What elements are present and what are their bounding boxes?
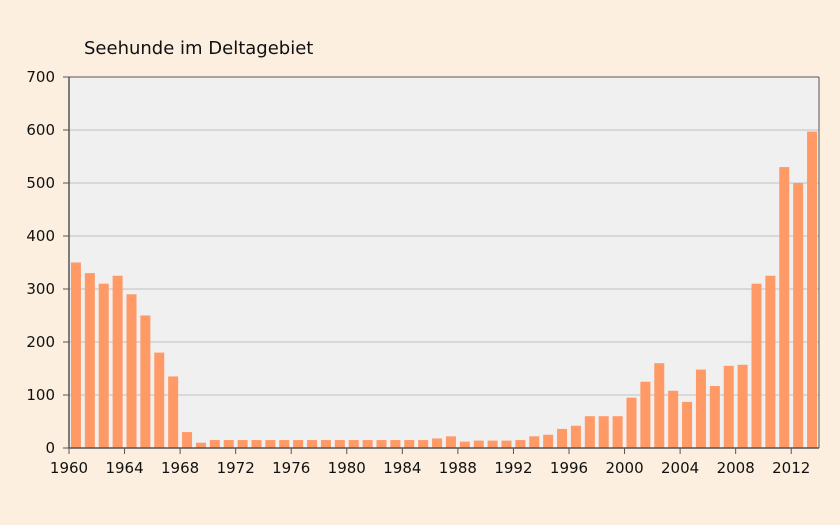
bar-1968 (182, 432, 193, 448)
x-tick-label: 1976 (272, 459, 310, 477)
x-tick-label: 1968 (161, 459, 199, 477)
y-tick-label: 200 (26, 333, 55, 351)
bar-1999 (612, 416, 623, 448)
bar-2004 (682, 401, 693, 448)
bar-1974 (265, 440, 276, 448)
bar-2009 (751, 283, 762, 448)
y-tick-label: 600 (26, 121, 55, 139)
bar-1979 (334, 440, 345, 448)
bar-2010 (765, 275, 776, 448)
bar-1989 (473, 440, 484, 448)
bar-1997 (584, 416, 595, 448)
bar-1987 (445, 436, 456, 448)
bar-1965 (140, 315, 151, 448)
bar-1969 (195, 442, 206, 448)
plot-area (69, 77, 819, 448)
x-tick-label: 1960 (50, 459, 88, 477)
y-tick-label: 100 (26, 386, 55, 404)
bar-2007 (723, 365, 734, 448)
x-tick-label: 1984 (383, 459, 421, 477)
bar-2001 (640, 381, 651, 448)
bar-1972 (237, 440, 248, 448)
bar-2011 (779, 167, 790, 448)
x-tick-label: 1972 (217, 459, 255, 477)
x-tick-label: 2000 (605, 459, 643, 477)
bar-1961 (84, 273, 95, 448)
axes (68, 76, 820, 449)
bar-1973 (251, 440, 262, 448)
bar-1963 (112, 275, 123, 448)
bar-1960 (70, 262, 81, 448)
bar-1967 (168, 376, 179, 448)
bars (70, 131, 818, 448)
y-tick-label: 300 (26, 280, 55, 298)
bar-1981 (362, 440, 373, 448)
chart-title: Seehunde im Deltagebiet (84, 38, 313, 59)
bar-1978 (320, 440, 331, 448)
x-tick-label: 1980 (328, 459, 366, 477)
x-tick-label: 1988 (439, 459, 477, 477)
bar-1970 (209, 440, 220, 448)
y-tick-label: 400 (26, 227, 55, 245)
bar-2012 (793, 183, 804, 448)
bar-1998 (598, 416, 609, 448)
bar-1971 (223, 440, 234, 448)
bar-1980 (348, 440, 359, 448)
bar-1985 (418, 440, 429, 448)
x-tick-label: 2008 (717, 459, 755, 477)
x-tick-label: 2012 (772, 459, 810, 477)
y-tick-label: 700 (26, 68, 55, 86)
bar-1995 (557, 428, 568, 448)
y-axis-ticks: 0 100 200 300 400 500 600 700 (26, 68, 69, 457)
bar-1982 (376, 440, 387, 448)
bar-1976 (293, 440, 304, 448)
bar-1992 (515, 440, 526, 448)
bar-1977 (307, 440, 318, 448)
x-tick-label: 1964 (105, 459, 143, 477)
bar-2002 (654, 363, 665, 448)
bar-1962 (98, 283, 109, 448)
bar-2003 (668, 390, 679, 448)
x-tick-label: 2004 (661, 459, 699, 477)
bar-1993 (529, 436, 540, 448)
bar-1988 (459, 441, 470, 448)
bar-1994 (543, 434, 554, 448)
x-tick-label: 1992 (494, 459, 532, 477)
bar-1966 (154, 352, 165, 448)
bar-2005 (695, 369, 706, 448)
y-tick-label: 500 (26, 174, 55, 192)
bar-1975 (279, 440, 290, 448)
bar-1996 (570, 425, 581, 448)
bar-1986 (432, 438, 443, 448)
y-tick-label: 0 (45, 439, 55, 457)
bar-1990 (487, 440, 498, 448)
bar-1991 (501, 440, 512, 448)
bar-2006 (709, 385, 720, 448)
bar-1984 (404, 440, 415, 448)
bar-1983 (390, 440, 401, 448)
x-tick-label: 1996 (550, 459, 588, 477)
bar-2013 (807, 131, 818, 448)
bar-2000 (626, 397, 637, 448)
bar-1964 (126, 294, 137, 448)
x-axis-ticks: 1960 1964 1968 1972 1976 1980 1984 1988 1992 1996… (50, 448, 810, 477)
bar-2008 (737, 364, 748, 448)
